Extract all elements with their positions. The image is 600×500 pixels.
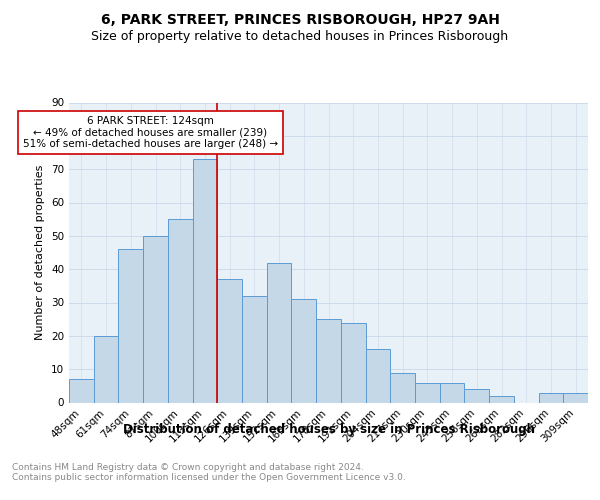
Y-axis label: Number of detached properties: Number of detached properties [35,165,46,340]
Bar [118,249,143,402]
Bar [267,262,292,402]
Bar [94,336,118,402]
Bar [292,299,316,403]
Bar [69,379,94,402]
Text: Contains HM Land Registry data © Crown copyright and database right 2024.
Contai: Contains HM Land Registry data © Crown c… [12,462,406,482]
Text: Size of property relative to detached houses in Princes Risborough: Size of property relative to detached ho… [91,30,509,43]
Bar [365,349,390,403]
Bar [415,382,440,402]
Text: Distribution of detached houses by size in Princes Risborough: Distribution of detached houses by size … [123,422,535,436]
Bar [193,159,217,402]
Bar [563,392,588,402]
Bar [489,396,514,402]
Text: 6 PARK STREET: 124sqm
← 49% of detached houses are smaller (239)
51% of semi-det: 6 PARK STREET: 124sqm ← 49% of detached … [23,116,278,149]
Bar [390,372,415,402]
Bar [440,382,464,402]
Bar [143,236,168,402]
Bar [464,389,489,402]
Text: 6, PARK STREET, PRINCES RISBOROUGH, HP27 9AH: 6, PARK STREET, PRINCES RISBOROUGH, HP27… [101,12,499,26]
Bar [316,319,341,402]
Bar [242,296,267,403]
Bar [168,219,193,402]
Bar [539,392,563,402]
Bar [341,322,365,402]
Bar [217,279,242,402]
